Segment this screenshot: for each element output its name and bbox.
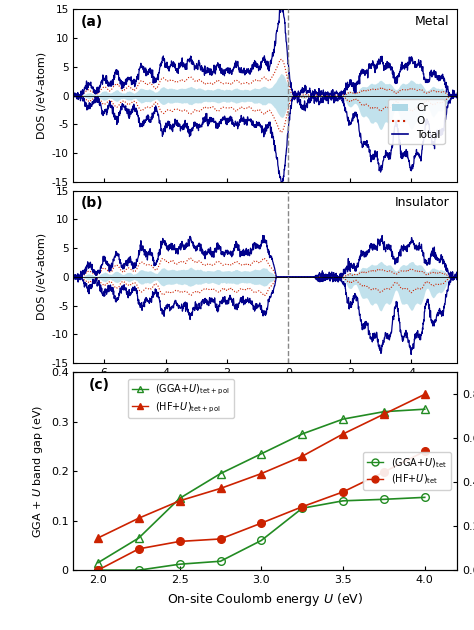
Text: Insulator: Insulator [395,196,450,209]
Text: (a): (a) [81,14,103,28]
Legend: (GGA+$U$)$_{\mathregular{tet}}$, (HF+$U$)$_{\mathregular{tet}}$: (GGA+$U$)$_{\mathregular{tet}}$, (HF+$U$… [364,452,451,490]
Legend: Cr, O, Total: Cr, O, Total [388,99,445,144]
X-axis label: Energy  (eV): Energy (eV) [227,384,304,396]
Text: (b): (b) [81,196,104,210]
Text: Metal: Metal [415,14,450,28]
Y-axis label: DOS (/eV-atom): DOS (/eV-atom) [36,233,46,321]
X-axis label: On-site Coulomb energy $U$ (eV): On-site Coulomb energy $U$ (eV) [167,590,364,607]
Y-axis label: GGA + $U$ band gap (eV): GGA + $U$ band gap (eV) [31,404,46,537]
Y-axis label: DOS (/eV-atom): DOS (/eV-atom) [36,52,46,139]
Text: (c): (c) [89,378,110,392]
